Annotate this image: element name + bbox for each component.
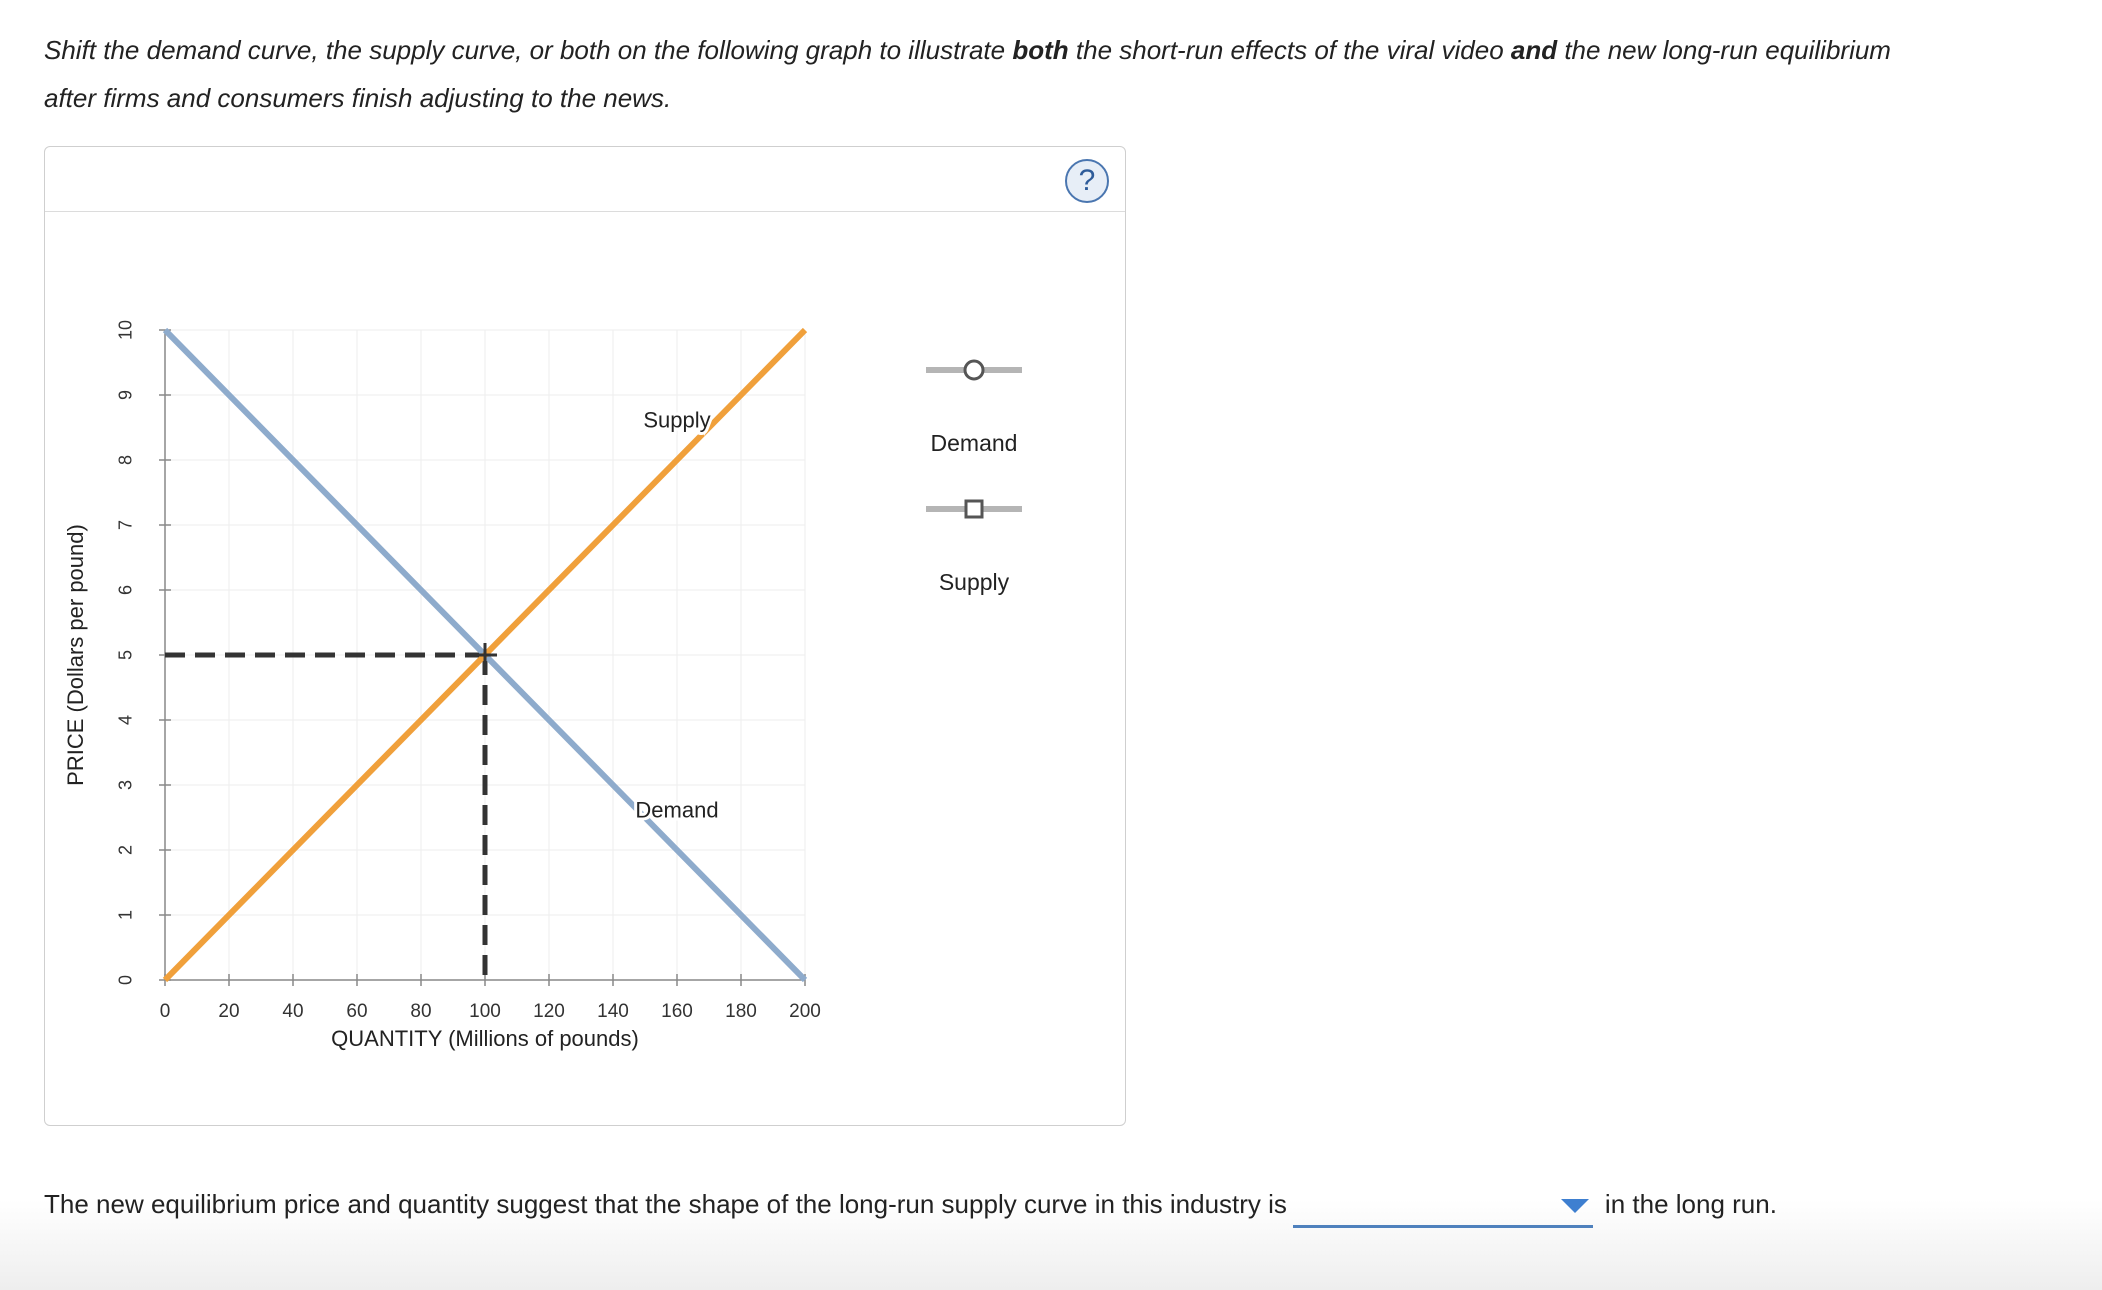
dropdown-arrow-icon — [1560, 1198, 1589, 1213]
y-tick-label: 4 — [115, 715, 135, 725]
demand-curve-label: Demand — [635, 798, 718, 823]
y-tick-label: 9 — [115, 390, 135, 400]
square-icon[interactable] — [964, 499, 984, 519]
x-tick-label: 20 — [218, 1001, 239, 1022]
instructions-text-3: the new long-run equilibrium after firms… — [44, 35, 1891, 113]
y-tick-label: 0 — [115, 975, 135, 985]
y-tick-label: 5 — [115, 650, 135, 660]
help-icon[interactable]: ? — [1065, 159, 1109, 203]
y-tick-label: 6 — [115, 585, 135, 595]
x-tick-label: 100 — [469, 1001, 501, 1022]
instructions-text-2: the short-run effects of the viral video — [1068, 35, 1511, 65]
bottom-fade — [0, 1200, 2102, 1290]
y-axis-title: PRICE (Dollars per pound) — [63, 524, 88, 786]
instructions-bold-both: both — [1012, 35, 1069, 65]
x-tick-label: 60 — [346, 1001, 367, 1022]
y-tick-label: 1 — [115, 910, 135, 920]
y-tick-label: 3 — [115, 780, 135, 790]
long-run-supply-shape-dropdown[interactable] — [1292, 1185, 1593, 1228]
x-tick-label: 160 — [661, 1001, 693, 1022]
question-text-end: in the long run. — [1604, 1189, 1777, 1219]
question-row: The new equilibrium price and quantity s… — [44, 1180, 2024, 1228]
instructions-text-1: Shift the demand curve, the supply curve… — [44, 35, 1013, 65]
instructions-bold-and: and — [1510, 35, 1558, 65]
supply-curve-label: Supply — [643, 408, 710, 433]
x-tick-label: 0 — [160, 1001, 171, 1022]
x-tick-label: 200 — [789, 1001, 821, 1022]
question-text: The new equilibrium price and quantity s… — [44, 1189, 1287, 1219]
x-tick-label: 120 — [533, 1001, 565, 1022]
y-tick-label: 7 — [115, 520, 135, 530]
y-tick-label: 10 — [115, 320, 135, 340]
y-tick-label: 2 — [115, 845, 135, 855]
graph-panel: ? — [44, 146, 1126, 1126]
legend-demand-label: Demand — [931, 430, 1018, 456]
graph-panel-header: ? — [45, 147, 1125, 212]
y-tick-label: 8 — [115, 455, 135, 465]
x-tick-label: 40 — [282, 1001, 303, 1022]
circle-icon[interactable] — [963, 359, 985, 381]
x-axis-title: QUANTITY (Millions of pounds) — [331, 1026, 639, 1051]
x-tick-label: 140 — [597, 1001, 629, 1022]
x-tick-label: 80 — [410, 1001, 431, 1022]
instructions: Shift the demand curve, the supply curve… — [44, 26, 1944, 122]
legend-supply-label: Supply — [939, 569, 1010, 595]
x-tick-label: 180 — [725, 1001, 757, 1022]
